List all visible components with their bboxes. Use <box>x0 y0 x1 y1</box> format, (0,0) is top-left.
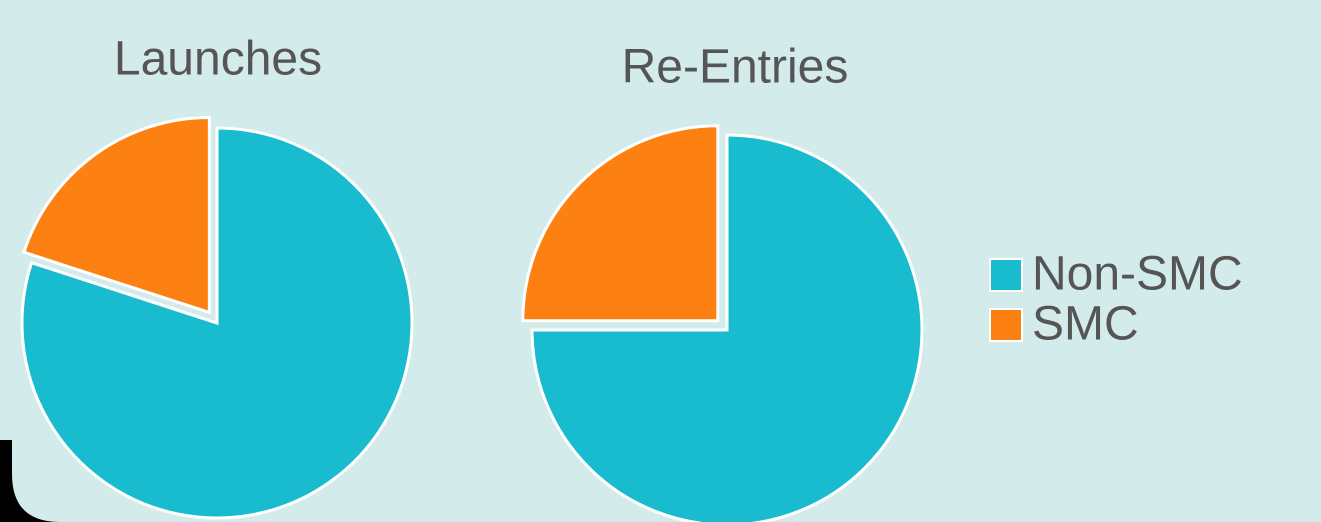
pie-slice <box>530 133 924 522</box>
chart-title: Launches <box>114 33 322 86</box>
chart-title: Re-Entries <box>622 41 849 94</box>
legend-swatch <box>989 308 1023 342</box>
pie-slice <box>20 126 414 520</box>
legend-swatch <box>989 258 1023 292</box>
legend-label: Non-SMC <box>1032 248 1243 301</box>
pie-slice <box>521 124 720 323</box>
pie-slice <box>22 115 211 315</box>
legend-label: SMC <box>1032 298 1139 351</box>
